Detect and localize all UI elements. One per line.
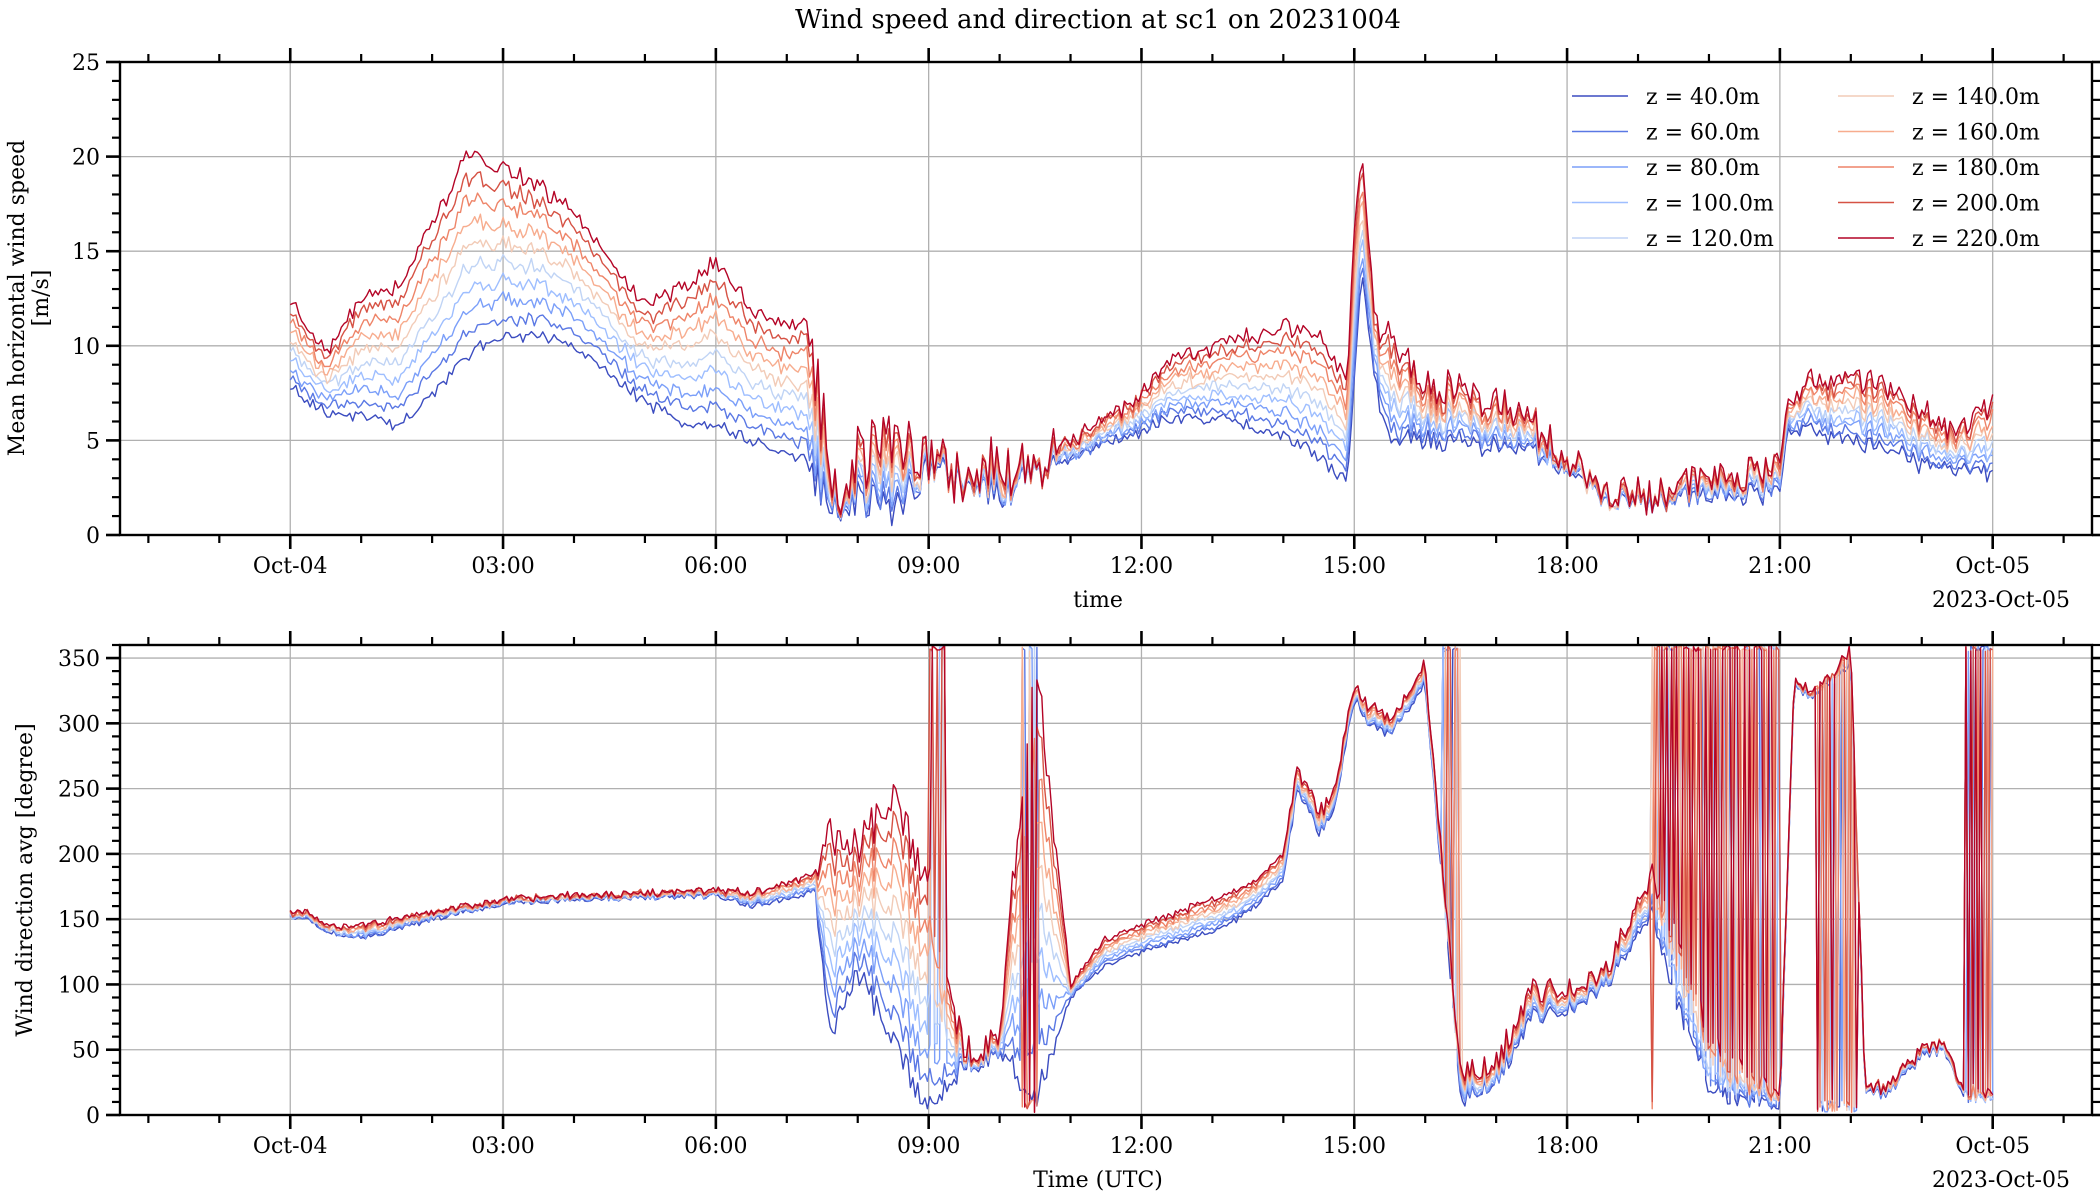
speed-y-axis-label: Mean horizontal wind speed [m/s] [5, 140, 54, 456]
x-tick-label: 12:00 [1110, 1134, 1173, 1159]
speed-series-line [289, 150, 1994, 516]
x-tick-label: Oct-04 [253, 1134, 328, 1159]
legend-entry-label: z = 200.0m [1912, 192, 2040, 217]
y-tick-label: 50 [72, 1039, 100, 1064]
x-tick-label: 18:00 [1535, 554, 1598, 579]
y-tick-label: 350 [58, 647, 100, 672]
legend-entry-label: z = 60.0m [1646, 121, 1760, 146]
x-tick-label: 06:00 [684, 1134, 747, 1159]
direction-ticks [106, 631, 2100, 1129]
x-tick-label: 21:00 [1748, 554, 1811, 579]
y-tick-label: 100 [58, 973, 100, 998]
legend-entry-label: z = 160.0m [1912, 121, 2040, 146]
speed-ticks [106, 48, 2100, 549]
x-tick-label: 09:00 [897, 554, 960, 579]
direction-series-line [289, 644, 1994, 1112]
speed-legend: z = 40.0m z = 60.0m z = 80.0m z = 100.0m z =… [1572, 85, 2040, 252]
speed-y-tick-labels: 0 5 10 15 20 25 [72, 51, 100, 549]
wind-direction-panel: Oct-04 03:00 06:00 09:00 12:00 15:00 18:00 21:0… [13, 631, 2100, 1193]
direction-series-group [289, 644, 1994, 1114]
direction-date-offset-label: 2023-Oct-05 [1932, 1168, 2070, 1193]
x-tick-label: 03:00 [471, 554, 534, 579]
figure-title: Wind speed and direction at sc1 on 20231… [795, 5, 1401, 35]
y-tick-label: 10 [72, 335, 100, 360]
direction-series-line [289, 644, 1993, 1113]
legend-entry-label: z = 80.0m [1646, 156, 1760, 181]
x-tick-label: Oct-04 [253, 554, 328, 579]
direction-x-tick-labels: Oct-04 03:00 06:00 09:00 12:00 15:00 18:00 21:0… [253, 1134, 2030, 1159]
direction-y-tick-labels: 0 50 100 150 200 250 300 350 [58, 647, 100, 1129]
legend-entry-label: z = 140.0m [1912, 85, 2040, 110]
speed-x-tick-labels: Oct-04 03:00 06:00 09:00 12:00 15:00 18:00 21:0… [253, 554, 2030, 579]
speed-series-line [289, 191, 1994, 512]
legend-entry-label: z = 40.0m [1646, 85, 1760, 110]
x-tick-label: Oct-05 [1955, 554, 2030, 579]
y-tick-label: 300 [58, 712, 100, 737]
x-tick-label: Oct-05 [1955, 1134, 2030, 1159]
direction-grid [120, 645, 2092, 1116]
speed-series-line [289, 258, 1993, 516]
x-tick-label: 21:00 [1748, 1134, 1811, 1159]
direction-y-axis-label: Wind direction avg [degree] [13, 723, 38, 1036]
legend-entry-label: z = 120.0m [1646, 227, 1774, 252]
direction-series-line [289, 644, 1994, 1114]
y-tick-label: 150 [58, 908, 100, 933]
x-tick-label: 15:00 [1323, 554, 1386, 579]
direction-y-axis-label-line: Wind direction avg [degree] [13, 723, 38, 1036]
y-tick-label: 0 [86, 524, 100, 549]
legend-entry-label: z = 220.0m [1912, 227, 2040, 252]
speed-y-axis-label-line-2: [m/s] [29, 270, 54, 327]
legend-entry-label: z = 180.0m [1912, 156, 2040, 181]
y-tick-label: 20 [72, 146, 100, 171]
y-tick-label: 0 [86, 1104, 100, 1129]
direction-plot-frame [118, 643, 2094, 1117]
y-tick-label: 250 [58, 778, 100, 803]
x-tick-label: 18:00 [1535, 1134, 1598, 1159]
speed-series-group [289, 150, 1994, 527]
speed-series-line [290, 277, 1994, 527]
y-tick-label: 200 [58, 843, 100, 868]
y-tick-label: 15 [72, 240, 100, 265]
speed-y-axis-label-line-1: Mean horizontal wind speed [5, 140, 30, 456]
wind-speed-panel: Oct-04 03:00 06:00 09:00 12:00 15:00 18:00 21:0… [5, 48, 2100, 613]
legend-entry-label: z = 100.0m [1646, 192, 1774, 217]
x-tick-label: 09:00 [897, 1134, 960, 1159]
x-tick-label: 12:00 [1110, 554, 1173, 579]
speed-grid [120, 61, 2092, 536]
direction-x-axis-label: Time (UTC) [1033, 1168, 1163, 1193]
x-tick-label: 06:00 [684, 554, 747, 579]
speed-series-line [289, 267, 1993, 519]
speed-date-offset-label: 2023-Oct-05 [1932, 588, 2070, 613]
y-tick-label: 5 [86, 429, 100, 454]
speed-plot-frame [118, 60, 2094, 537]
x-tick-label: 15:00 [1323, 1134, 1386, 1159]
y-tick-label: 25 [72, 51, 100, 76]
x-tick-label: 03:00 [471, 1134, 534, 1159]
speed-x-axis-label: time [1073, 588, 1123, 613]
